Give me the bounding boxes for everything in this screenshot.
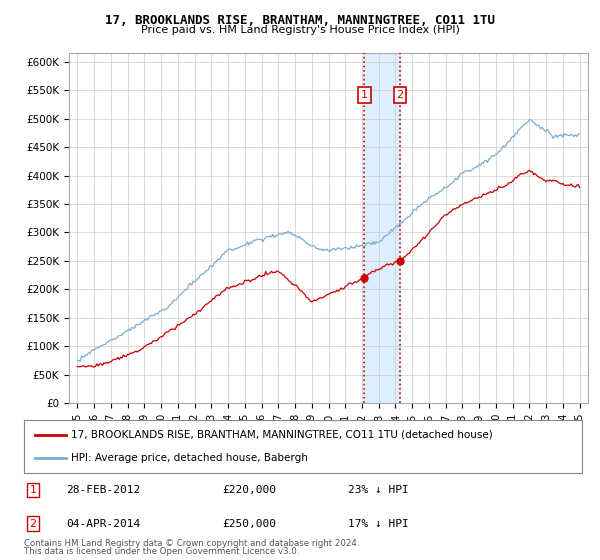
Text: 2: 2 [29,519,37,529]
Text: 1: 1 [361,90,368,100]
Text: 1: 1 [29,485,37,495]
Bar [364,53,400,403]
Text: 23% ↓ HPI: 23% ↓ HPI [348,485,409,495]
Text: £250,000: £250,000 [222,519,276,529]
Text: £220,000: £220,000 [222,485,276,495]
Text: Contains HM Land Registry data © Crown copyright and database right 2024.: Contains HM Land Registry data © Crown c… [24,539,359,548]
Text: Price paid vs. HM Land Registry's House Price Index (HPI): Price paid vs. HM Land Registry's House … [140,25,460,35]
Text: 17, BROOKLANDS RISE, BRANTHAM, MANNINGTREE, CO11 1TU (detached house): 17, BROOKLANDS RISE, BRANTHAM, MANNINGTR… [71,430,493,440]
Text: 17% ↓ HPI: 17% ↓ HPI [348,519,409,529]
Text: 28-FEB-2012: 28-FEB-2012 [66,485,140,495]
Text: HPI: Average price, detached house, Babergh: HPI: Average price, detached house, Babe… [71,453,308,463]
Text: 04-APR-2014: 04-APR-2014 [66,519,140,529]
Text: 17, BROOKLANDS RISE, BRANTHAM, MANNINGTREE, CO11 1TU: 17, BROOKLANDS RISE, BRANTHAM, MANNINGTR… [105,14,495,27]
Text: 2: 2 [397,90,404,100]
Text: This data is licensed under the Open Government Licence v3.0.: This data is licensed under the Open Gov… [24,547,299,556]
